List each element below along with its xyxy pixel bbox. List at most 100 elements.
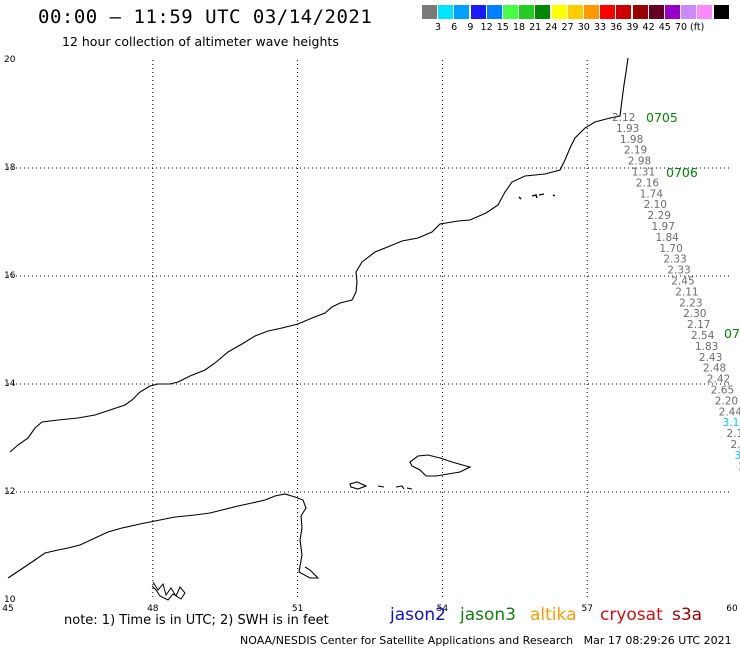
legend-label: 9	[467, 22, 474, 33]
satellite-name-jason3: jason3	[460, 605, 516, 625]
legend-swatch	[519, 5, 536, 19]
legend-swatch	[648, 5, 665, 19]
legend-swatch	[697, 5, 714, 19]
wave-height-label: 1.97	[652, 221, 675, 233]
wave-height-label: 2.54	[691, 330, 715, 342]
satellite-name-jason2: jason2	[390, 605, 446, 625]
wave-height-label: 2.10	[644, 199, 667, 211]
legend-label: 33	[593, 22, 607, 33]
track-time-label: 0706	[666, 165, 698, 180]
coastline	[7, 57, 629, 601]
wave-height-label: 1.93	[616, 123, 639, 135]
x-tick-label: 54	[437, 604, 449, 614]
y-tick-label: 10	[4, 595, 16, 605]
legend-label: 15	[496, 22, 509, 33]
legend-swatch	[454, 5, 471, 19]
wave-height-label: 2.43	[699, 352, 722, 364]
legend-label: 3	[434, 22, 442, 33]
map-title: 00:00 – 11:59 UTC 03/14/2021	[38, 6, 373, 28]
wave-height-label: 2.23	[679, 297, 702, 309]
legend-swatch	[551, 5, 568, 19]
y-tick-label: 14	[4, 379, 16, 389]
legend-swatch	[470, 5, 487, 19]
legend-swatch	[422, 5, 438, 19]
wave-height-label: 1.98	[620, 134, 643, 146]
wave-height-label: 2.12	[612, 112, 635, 124]
legend-label: 42	[642, 22, 655, 33]
legend-label: 21	[529, 22, 542, 33]
legend-swatch	[632, 5, 649, 19]
legend-swatch	[681, 5, 698, 19]
legend-swatch	[535, 5, 552, 19]
island-kuria-1	[518, 196, 522, 200]
legend-label: 70	[674, 22, 688, 33]
y-tick-label: 18	[4, 163, 16, 173]
credit-line: NOAA/NESDIS Center for Satellite Applica…	[240, 634, 732, 647]
coastline-somalia-detail	[151, 581, 186, 601]
wave-height-label: 2.1	[727, 428, 740, 440]
wave-height-label: 1.83	[695, 341, 718, 353]
wave-height-label: 1.31	[632, 167, 655, 179]
legend-swatch	[600, 5, 617, 19]
coastline-africa	[7, 493, 320, 579]
island-kuria-4	[552, 194, 556, 197]
wave-height-label: 2.48	[703, 363, 726, 375]
island-kuria-3	[538, 193, 545, 196]
wave-height-label: 2.20	[715, 395, 738, 407]
legend-label: 39	[626, 22, 639, 33]
legend-label: 30	[577, 22, 590, 33]
wave-height-label: 2.19	[624, 145, 647, 157]
altimeter-track-times: 0705 0706 07	[646, 110, 740, 341]
satellite-name-s3a: s3a	[672, 605, 703, 625]
wave-height-label: 2.11	[675, 286, 698, 298]
axis-tick-labels: 45 48 51 54 57 60 10 12 14 16 18 20	[2, 55, 738, 614]
map-subtitle: 12 hour collection of altimeter wave hei…	[62, 34, 339, 49]
coastline-arabia	[9, 57, 629, 453]
island-abd-al-kuri	[349, 481, 368, 490]
wave-height-label: 3.	[734, 450, 740, 462]
wave-height-label: 2.9	[738, 461, 740, 473]
legend-swatch	[584, 5, 600, 19]
legend-swatch	[713, 5, 730, 19]
legend-label: (ft)	[690, 22, 705, 33]
island-kuria-2	[531, 194, 538, 199]
legend-swatch	[503, 5, 519, 19]
wave-height-label: 1.70	[659, 243, 682, 255]
wave-height-label: 2.29	[648, 210, 671, 222]
wave-height-label: 2.33	[667, 265, 690, 277]
wave-height-label: 2.45	[671, 276, 694, 288]
legend-swatch	[567, 5, 584, 19]
wave-height-label: 2.98	[628, 156, 651, 168]
socotra-island	[409, 454, 472, 477]
wave-height-label: 2.42	[707, 374, 730, 386]
wave-height-label: 1.84	[655, 232, 679, 244]
y-tick-label: 20	[4, 55, 16, 65]
wave-height-label: 2.65	[711, 385, 734, 397]
legend-label: 12	[480, 22, 493, 33]
x-tick-label: 57	[581, 604, 592, 614]
x-tick-label: 45	[2, 604, 13, 614]
legend-label: 18	[512, 22, 526, 33]
x-tick-label: 48	[147, 604, 159, 614]
legend-swatch	[665, 5, 681, 19]
legend-label: 24	[545, 22, 558, 33]
wave-height-label: 1.74	[640, 188, 664, 200]
y-tick-label: 12	[4, 487, 15, 497]
track-time-label: 0705	[646, 110, 678, 125]
wave-height-label: 3.1	[723, 417, 740, 429]
wave-height-label: 2.30	[683, 308, 706, 320]
legend-swatch	[486, 5, 503, 19]
y-tick-label: 16	[4, 271, 16, 281]
x-tick-label: 60	[726, 604, 738, 614]
legend-label: 36	[610, 22, 623, 33]
lat-lon-grid	[8, 60, 732, 600]
island-small-3	[406, 487, 413, 490]
x-tick-label: 51	[292, 604, 303, 614]
legend-label: 27	[561, 22, 574, 33]
wave-height-label: 2.16	[636, 177, 660, 189]
island-small-1	[377, 485, 385, 488]
track-time-label: 07	[724, 326, 740, 341]
legend-label: 6	[451, 22, 458, 33]
island-small-2	[395, 485, 405, 490]
